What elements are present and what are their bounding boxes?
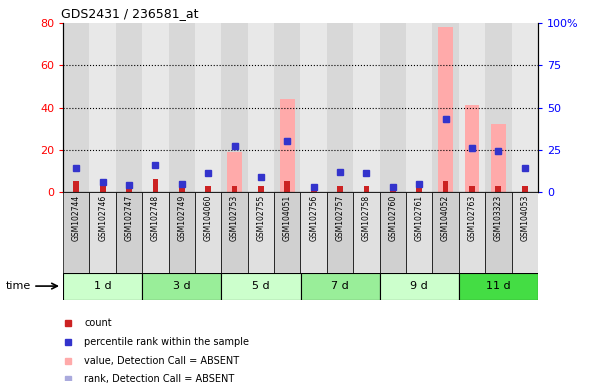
Bar: [443, 182, 448, 192]
Bar: [511, 192, 538, 276]
Bar: [327, 23, 353, 192]
Bar: [284, 182, 290, 192]
Bar: [90, 23, 116, 192]
Text: GSM104051: GSM104051: [283, 195, 292, 241]
Bar: [142, 273, 221, 300]
Bar: [380, 192, 406, 276]
Bar: [465, 106, 479, 192]
Bar: [221, 192, 248, 276]
Bar: [511, 23, 538, 192]
Bar: [364, 186, 370, 192]
Bar: [522, 186, 528, 192]
Bar: [406, 192, 432, 276]
Bar: [311, 186, 317, 192]
Text: 11 d: 11 d: [486, 281, 511, 291]
Bar: [432, 192, 459, 276]
Text: 3 d: 3 d: [173, 281, 191, 291]
Bar: [274, 192, 300, 276]
Bar: [221, 273, 300, 300]
Bar: [195, 23, 221, 192]
Bar: [459, 273, 538, 300]
Bar: [327, 192, 353, 276]
Bar: [116, 192, 142, 276]
Bar: [485, 192, 511, 276]
Bar: [491, 124, 505, 192]
Text: GSM102749: GSM102749: [177, 195, 186, 241]
Bar: [459, 192, 485, 276]
Text: GSM102763: GSM102763: [468, 195, 477, 241]
Bar: [169, 23, 195, 192]
Text: 1 d: 1 d: [94, 281, 111, 291]
Text: GSM102755: GSM102755: [257, 195, 266, 241]
Bar: [126, 186, 132, 192]
Bar: [353, 23, 380, 192]
Text: 9 d: 9 d: [410, 281, 428, 291]
Bar: [459, 23, 485, 192]
Bar: [300, 273, 380, 300]
Text: GSM102760: GSM102760: [388, 195, 397, 241]
Text: percentile rank within the sample: percentile rank within the sample: [85, 337, 249, 347]
Text: rank, Detection Call = ABSENT: rank, Detection Call = ABSENT: [85, 374, 235, 384]
Text: 7 d: 7 d: [331, 281, 349, 291]
Text: GSM103323: GSM103323: [494, 195, 503, 241]
Bar: [206, 186, 211, 192]
Text: GSM102753: GSM102753: [230, 195, 239, 241]
Text: count: count: [85, 318, 112, 328]
Bar: [300, 23, 327, 192]
Bar: [63, 273, 142, 300]
Bar: [274, 23, 300, 192]
Bar: [153, 179, 158, 192]
Text: GSM104060: GSM104060: [204, 195, 213, 241]
Text: GSM104053: GSM104053: [520, 195, 529, 241]
Bar: [416, 186, 422, 192]
Bar: [221, 23, 248, 192]
Text: GSM102758: GSM102758: [362, 195, 371, 241]
Bar: [142, 192, 169, 276]
Text: GSM102756: GSM102756: [309, 195, 318, 241]
Bar: [390, 186, 395, 192]
Bar: [100, 182, 106, 192]
Text: GSM102744: GSM102744: [72, 195, 81, 241]
Bar: [380, 23, 406, 192]
Bar: [485, 23, 511, 192]
Bar: [406, 23, 432, 192]
Text: GSM102747: GSM102747: [124, 195, 133, 241]
Bar: [353, 192, 380, 276]
Text: GSM102746: GSM102746: [98, 195, 107, 241]
Bar: [258, 186, 264, 192]
Bar: [142, 23, 169, 192]
Text: GDS2431 / 236581_at: GDS2431 / 236581_at: [61, 7, 198, 20]
Bar: [73, 182, 79, 192]
Bar: [227, 152, 242, 192]
Text: GSM102757: GSM102757: [335, 195, 344, 241]
Bar: [179, 182, 185, 192]
Bar: [280, 99, 294, 192]
Bar: [63, 23, 90, 192]
Bar: [90, 192, 116, 276]
Text: GSM102748: GSM102748: [151, 195, 160, 241]
Bar: [169, 192, 195, 276]
Bar: [380, 273, 459, 300]
Bar: [63, 192, 90, 276]
Text: 5 d: 5 d: [252, 281, 270, 291]
Bar: [231, 186, 237, 192]
Text: time: time: [6, 281, 31, 291]
Text: GSM102761: GSM102761: [415, 195, 424, 241]
Text: value, Detection Call = ABSENT: value, Detection Call = ABSENT: [85, 356, 240, 366]
Text: GSM104052: GSM104052: [441, 195, 450, 241]
Bar: [248, 23, 274, 192]
Bar: [469, 186, 475, 192]
Bar: [116, 23, 142, 192]
Bar: [195, 192, 221, 276]
Bar: [438, 27, 453, 192]
Bar: [248, 192, 274, 276]
Bar: [495, 186, 501, 192]
Bar: [432, 23, 459, 192]
Bar: [337, 186, 343, 192]
Bar: [300, 192, 327, 276]
